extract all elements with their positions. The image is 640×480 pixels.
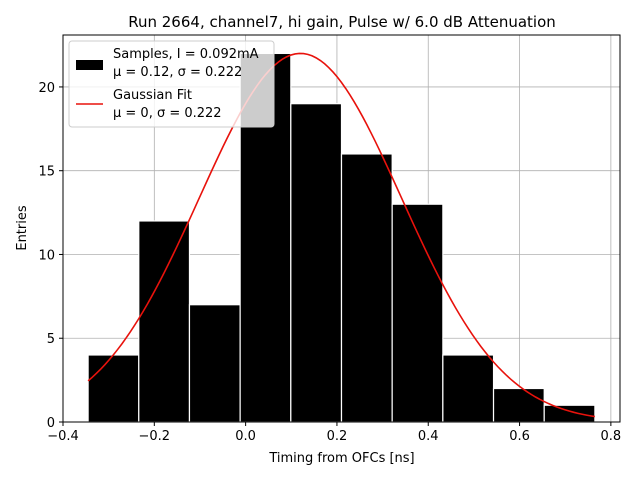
histogram-bar (188, 304, 241, 423)
legend-fit-label: Gaussian Fit (113, 88, 192, 103)
y-tick-label: 0 (47, 416, 55, 431)
histogram-bar (543, 404, 596, 423)
x-tick-label: 0.2 (327, 429, 348, 444)
x-axis-label: Timing from OFCs [ns] (268, 451, 414, 466)
y-tick-label: 10 (38, 248, 55, 263)
y-axis-ticks: 0 5 10 15 20 (38, 81, 63, 431)
legend-samples-label: Samples, I = 0.092mA (113, 47, 259, 62)
gaussian-fit-line (87, 52, 596, 418)
legend: Samples, I = 0.092mA μ = 0.12, σ = 0.222… (68, 40, 275, 128)
x-tick-label: −0.4 (47, 429, 79, 444)
histogram-bar (391, 203, 444, 423)
y-tick-label: 5 (47, 332, 55, 347)
x-tick-label: 0.4 (418, 429, 439, 444)
x-tick-label: −0.2 (139, 429, 171, 444)
histogram-bar (138, 220, 191, 423)
x-axis-ticks: −0.4 −0.2 0.0 0.2 0.4 0.6 0.8 (47, 422, 621, 444)
histogram-bar (87, 354, 140, 423)
y-tick-label: 15 (38, 165, 55, 180)
legend-box (68, 40, 275, 128)
histogram-bar (492, 387, 545, 423)
x-tick-label: 0.0 (235, 429, 256, 444)
plot-frame (62, 34, 621, 423)
y-tick-label: 20 (38, 81, 55, 96)
legend-samples-swatch (76, 60, 103, 70)
histogram-bar (290, 103, 343, 423)
legend-samples-stats: μ = 0.12, σ = 0.222 (113, 65, 242, 80)
x-tick-label: 0.6 (509, 429, 530, 444)
x-tick-label: 0.8 (601, 429, 622, 444)
chart-title: Run 2664, channel7, hi gain, Pulse w/ 6.… (128, 13, 556, 31)
histogram-bar (442, 354, 495, 423)
legend-fit-stats: μ = 0, σ = 0.222 (113, 106, 222, 121)
y-axis-label: Entries (15, 205, 30, 251)
histogram-bar (340, 153, 393, 423)
